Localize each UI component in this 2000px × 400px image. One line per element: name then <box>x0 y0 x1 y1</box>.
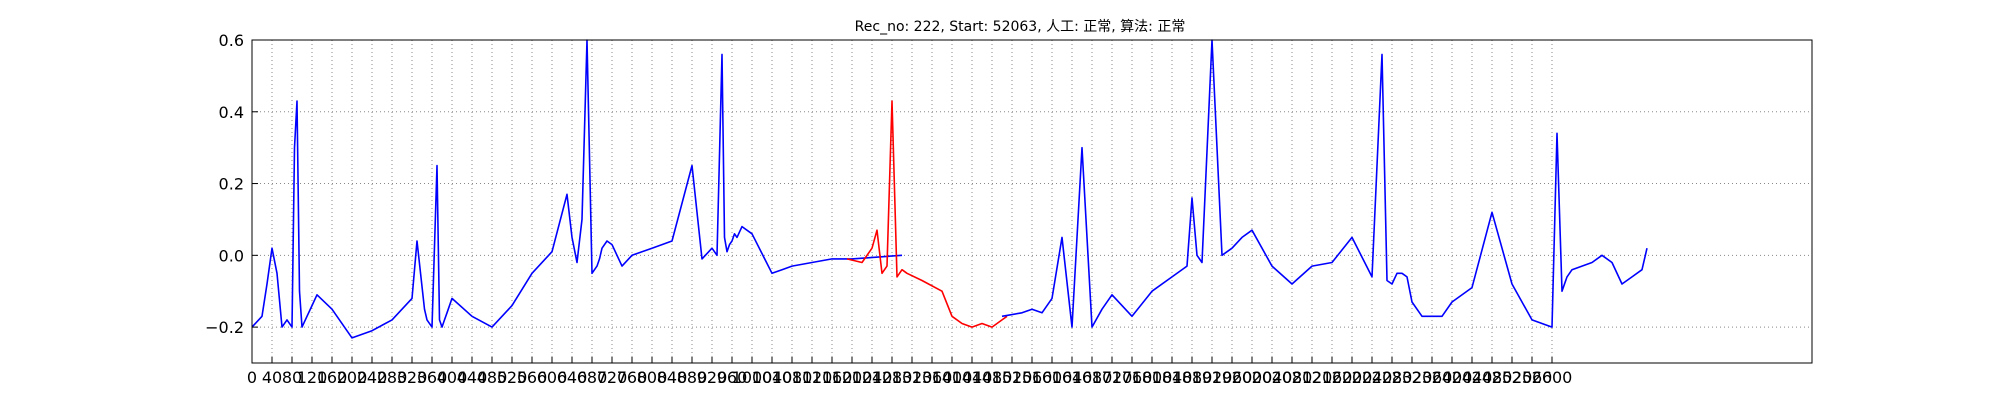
x-tick-label: 1480 <box>972 368 1013 387</box>
x-tick-label: 320 <box>397 368 428 387</box>
x-tick-label: 1520 <box>992 368 1033 387</box>
x-tick-label: 840 <box>657 368 688 387</box>
x-tick-label: 1400 <box>932 368 973 387</box>
x-tick-label: 720 <box>597 368 628 387</box>
ecg-series-2 <box>846 100 1008 328</box>
ecg-series-1 <box>251 39 903 339</box>
x-tick-label: 1920 <box>1192 368 1233 387</box>
x-tick-label: 2560 <box>1512 368 1553 387</box>
x-tick-label: 40 <box>262 368 282 387</box>
x-tick-label: 1880 <box>1172 368 1213 387</box>
x-tick-label: 1000 <box>732 368 773 387</box>
x-tick-label: 1240 <box>852 368 893 387</box>
y-axis-ticks: −0.2 0.0 0.2 0.4 0.6 <box>205 31 258 337</box>
x-tick-label: 240 <box>357 368 388 387</box>
y-tick-label: 0.2 <box>219 175 244 194</box>
x-tick-label: 2520 <box>1492 368 1533 387</box>
x-tick-label: 1600 <box>1032 368 1073 387</box>
x-tick-label: 360 <box>417 368 448 387</box>
x-tick-label: 1080 <box>772 368 813 387</box>
x-tick-label: 800 <box>637 368 668 387</box>
x-tick-label: 640 <box>557 368 588 387</box>
x-tick-label: 1840 <box>1152 368 1193 387</box>
x-tick-label: 560 <box>517 368 548 387</box>
chart-title: Rec_no: 222, Start: 52063, 人工: 正常, 算法: 正… <box>855 19 1186 35</box>
x-tick-label: 1560 <box>1012 368 1053 387</box>
x-tick-label: 200 <box>337 368 368 387</box>
x-tick-label: 2280 <box>1372 368 1413 387</box>
ecg-series-3 <box>1001 39 1648 328</box>
x-tick-label: 760 <box>617 368 648 387</box>
x-tick-label: 2040 <box>1252 368 1293 387</box>
x-tick-label: 1120 <box>792 368 833 387</box>
x-tick-label: 2400 <box>1432 368 1473 387</box>
x-tick-label: 280 <box>377 368 408 387</box>
x-tick-label: 2200 <box>1332 368 1373 387</box>
x-tick-label: 0 <box>247 368 257 387</box>
x-tick-label: 1960 <box>1212 368 1253 387</box>
x-tick-label: 1640 <box>1052 368 1093 387</box>
x-tick-label: 1440 <box>952 368 993 387</box>
y-tick-label: 0.4 <box>219 103 244 122</box>
y-tick-label: 0.0 <box>219 246 244 265</box>
x-tick-label: 1200 <box>832 368 873 387</box>
x-tick-label: 2600 <box>1532 368 1573 387</box>
y-tick-label: −0.2 <box>205 318 244 337</box>
x-tick-label: 400 <box>437 368 468 387</box>
x-tick-label: 120 <box>297 368 328 387</box>
series-lines <box>251 39 1648 339</box>
x-tick-label: 2000 <box>1232 368 1273 387</box>
x-tick-label: 160 <box>317 368 348 387</box>
y-tick-label: 0.6 <box>219 31 244 50</box>
x-tick-label: 1360 <box>912 368 953 387</box>
x-tick-label: 960 <box>717 368 748 387</box>
x-tick-label: 1160 <box>812 368 853 387</box>
x-tick-label: 480 <box>477 368 508 387</box>
x-tick-label: 1760 <box>1112 368 1153 387</box>
x-tick-label: 2120 <box>1292 368 1333 387</box>
x-tick-label: 1280 <box>872 368 913 387</box>
x-tick-label: 520 <box>497 368 528 387</box>
x-tick-label: 680 <box>577 368 608 387</box>
x-tick-label: 2240 <box>1352 368 1393 387</box>
x-tick-label: 880 <box>677 368 708 387</box>
x-tick-label: 2080 <box>1272 368 1313 387</box>
x-axis-ticks: 0 40 8012016020024028032036040044048052056… <box>247 357 1572 387</box>
x-tick-label: 1720 <box>1092 368 1133 387</box>
x-tick-label: 2320 <box>1392 368 1433 387</box>
x-tick-label: 600 <box>537 368 568 387</box>
x-tick-label: 920 <box>697 368 728 387</box>
x-tick-label: 2360 <box>1412 368 1453 387</box>
x-tick-label: 2440 <box>1452 368 1493 387</box>
x-tick-label: 1040 <box>752 368 793 387</box>
x-tick-label: 1680 <box>1072 368 1113 387</box>
x-tick-label: 2480 <box>1472 368 1513 387</box>
x-tick-label: 1800 <box>1132 368 1173 387</box>
x-tick-label: 2160 <box>1312 368 1353 387</box>
x-tick-label: 80 <box>282 368 302 387</box>
x-tick-label: 1320 <box>892 368 933 387</box>
x-tick-label: 440 <box>457 368 488 387</box>
grid-lines <box>251 39 1812 363</box>
